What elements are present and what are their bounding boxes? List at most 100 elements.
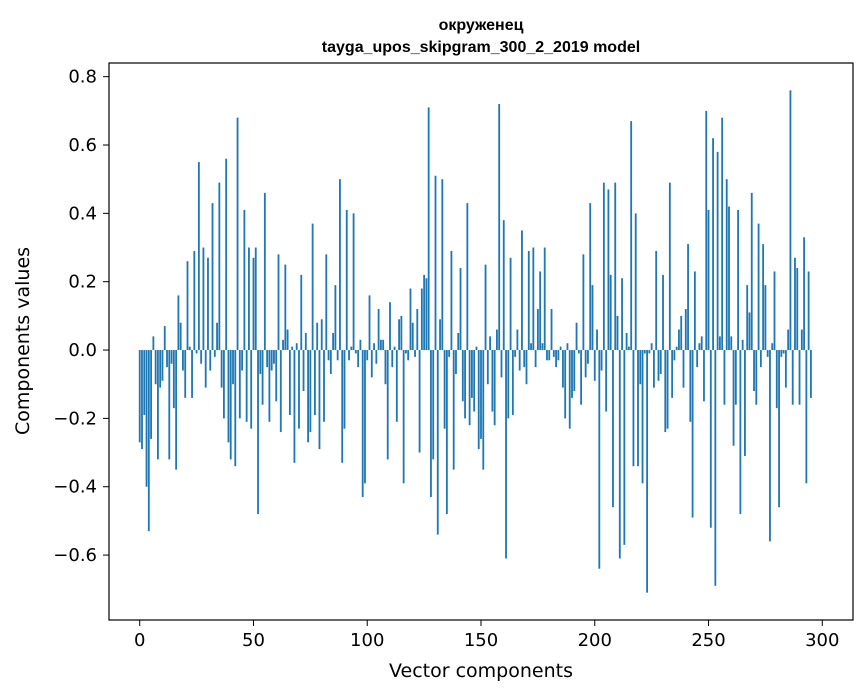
bar [204, 350, 207, 388]
bar [441, 179, 444, 351]
bar [748, 312, 751, 351]
bar [605, 350, 608, 412]
bar [521, 230, 523, 351]
y-tick-label: 0.2 [68, 272, 97, 293]
bar [138, 350, 141, 443]
bar [236, 117, 239, 351]
bar [400, 315, 403, 351]
bar [539, 271, 542, 351]
x-tick-label: 300 [805, 630, 839, 651]
bar [484, 264, 487, 351]
bar [810, 350, 812, 398]
bar [234, 350, 237, 467]
bar [746, 285, 749, 351]
bar [587, 350, 589, 364]
bar [300, 274, 303, 351]
bar [298, 350, 300, 429]
bar [511, 350, 514, 415]
bar [591, 285, 594, 351]
bar [546, 350, 548, 361]
bar [348, 350, 350, 361]
bar [653, 350, 655, 388]
bar [425, 278, 428, 351]
bar [241, 350, 244, 371]
bar [493, 350, 496, 426]
bar [723, 350, 726, 405]
bar [195, 350, 198, 354]
bar [222, 350, 225, 419]
bar [609, 274, 612, 351]
bar [261, 350, 264, 405]
bar [225, 158, 228, 351]
bar [573, 350, 576, 392]
bar [168, 350, 171, 460]
bar [229, 350, 232, 460]
chart-subtitle: tayga_upos_skipgram_300_2_2019 model [322, 39, 640, 56]
bar [318, 350, 321, 450]
bar [571, 350, 573, 398]
bar [637, 350, 639, 467]
x-axis-ticks: 0 50 100 150 200 250 300 [134, 620, 839, 651]
bar [675, 346, 678, 351]
bar [268, 350, 271, 422]
bar [384, 350, 387, 385]
bar [650, 343, 653, 351]
bar [552, 350, 555, 357]
bar [618, 350, 621, 559]
bar [200, 350, 203, 364]
bar [423, 274, 426, 351]
bar [778, 350, 780, 508]
bar [641, 350, 644, 484]
bar [275, 350, 278, 402]
bar [593, 350, 596, 381]
bar [716, 151, 719, 351]
bar [714, 350, 717, 586]
bar [375, 350, 378, 364]
bar [689, 350, 692, 422]
bar [209, 350, 212, 371]
bar [787, 329, 790, 351]
bar [409, 288, 412, 351]
bar [643, 350, 646, 354]
bar [252, 257, 255, 351]
bar [577, 350, 580, 354]
bar [518, 350, 521, 371]
bar [803, 237, 805, 351]
bar [543, 247, 546, 351]
bar [270, 350, 273, 371]
bar [600, 350, 603, 371]
bar [541, 343, 544, 351]
bar [288, 350, 291, 415]
bar [684, 309, 687, 351]
bar [596, 329, 598, 351]
y-tick-label: 0.0 [68, 340, 97, 361]
bar [154, 350, 157, 385]
bar [707, 209, 710, 351]
bar [527, 250, 530, 351]
bar [391, 350, 394, 368]
bar [575, 322, 578, 351]
bar [753, 350, 755, 392]
bar [614, 182, 617, 351]
bar [496, 329, 498, 351]
bar [286, 329, 289, 351]
bar [141, 350, 143, 450]
bar [448, 350, 451, 357]
bar [639, 350, 642, 385]
bar [505, 350, 507, 559]
bar [373, 343, 375, 351]
bar [648, 350, 651, 354]
bar [243, 209, 246, 351]
bar [193, 250, 196, 351]
bar [323, 350, 325, 422]
bar [434, 175, 437, 351]
bar [211, 203, 214, 351]
x-tick-label: 0 [134, 630, 145, 651]
bar [166, 350, 168, 368]
bar [182, 350, 184, 371]
bar [143, 350, 146, 415]
y-tick-label: −0.6 [53, 545, 97, 566]
bar [728, 206, 730, 351]
bar [248, 247, 250, 351]
